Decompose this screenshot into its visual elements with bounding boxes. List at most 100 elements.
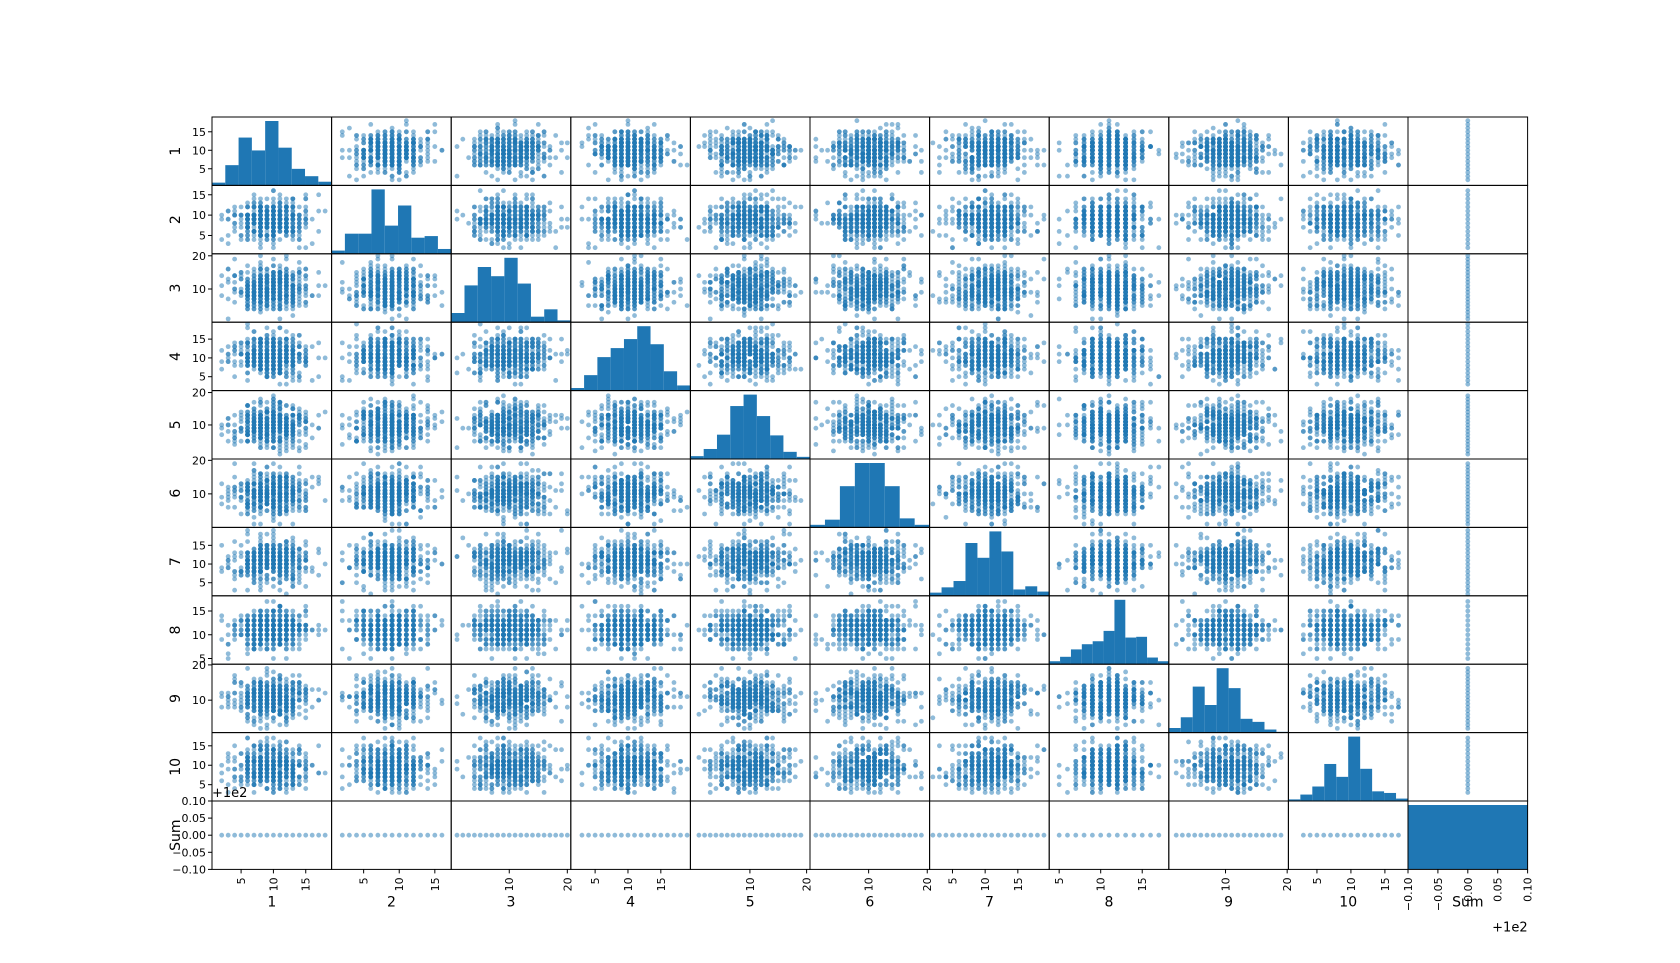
point: [383, 155, 388, 160]
point: [484, 163, 489, 168]
point: [390, 148, 395, 153]
point: [375, 129, 380, 134]
point: [665, 148, 670, 153]
point: [518, 159, 523, 164]
point: [565, 155, 570, 160]
point: [639, 177, 644, 182]
point: [652, 148, 657, 153]
point: [484, 155, 489, 160]
point: [354, 144, 359, 149]
point: [599, 144, 604, 149]
point: [495, 137, 500, 142]
point: [513, 152, 518, 157]
hist-bar-1-8: [318, 182, 331, 186]
point: [513, 122, 518, 127]
point: [530, 133, 535, 138]
point: [632, 174, 637, 179]
point: [472, 137, 477, 142]
point: [612, 163, 617, 168]
point: [368, 144, 373, 149]
point: [340, 133, 345, 138]
cell-1-vs-3: [451, 117, 571, 185]
point: [495, 122, 500, 127]
point: [404, 174, 409, 179]
point: [425, 152, 430, 157]
point: [390, 174, 395, 179]
point: [495, 163, 500, 168]
point: [411, 170, 416, 175]
point: [411, 137, 416, 142]
point: [375, 152, 380, 157]
point: [626, 174, 631, 179]
point: [619, 166, 624, 171]
point: [652, 155, 657, 160]
point: [507, 129, 512, 134]
point: [489, 174, 494, 179]
point: [553, 155, 558, 160]
point: [425, 129, 430, 134]
point: [404, 137, 409, 142]
point: [390, 126, 395, 131]
point: [418, 155, 423, 160]
point: [658, 155, 663, 160]
point: [536, 163, 541, 168]
point: [645, 148, 650, 153]
point: [685, 163, 690, 168]
point: [507, 170, 512, 175]
point: [513, 159, 518, 164]
point: [536, 133, 541, 138]
cell-1-vs-2: [332, 117, 452, 185]
hist-bar-1-6: [292, 169, 305, 186]
point: [678, 163, 683, 168]
point: [593, 122, 598, 127]
point: [354, 177, 359, 182]
point: [658, 163, 663, 168]
point: [530, 170, 535, 175]
point: [368, 159, 373, 164]
point: [530, 140, 535, 145]
point: [626, 144, 631, 149]
point: [404, 148, 409, 153]
hist-bar-1-7: [305, 176, 318, 185]
point: [507, 140, 512, 145]
hist-bar-1-5: [278, 148, 291, 186]
point: [347, 148, 352, 153]
point: [530, 148, 535, 153]
point: [548, 163, 553, 168]
point: [397, 152, 402, 157]
point: [472, 159, 477, 164]
point: [639, 129, 644, 134]
point: [390, 140, 395, 145]
point: [432, 122, 437, 127]
point: [507, 152, 512, 157]
point: [404, 118, 409, 123]
point: [658, 144, 663, 149]
point: [626, 122, 631, 127]
point: [361, 174, 366, 179]
point: [619, 152, 624, 157]
point: [524, 174, 529, 179]
point: [455, 144, 460, 149]
point: [632, 152, 637, 157]
point: [639, 166, 644, 171]
point: [559, 170, 564, 175]
point: [586, 126, 591, 131]
point: [501, 163, 506, 168]
point: [626, 152, 631, 157]
point: [652, 166, 657, 171]
point: [619, 159, 624, 164]
point: [593, 170, 598, 175]
point: [361, 163, 366, 168]
point: [478, 163, 483, 168]
point: [672, 159, 677, 164]
point: [725, 170, 730, 175]
point: [524, 140, 529, 145]
point: [632, 133, 637, 138]
point: [658, 137, 663, 142]
point: [619, 174, 624, 179]
point: [397, 177, 402, 182]
point: [586, 163, 591, 168]
point: [518, 174, 523, 179]
point: [639, 159, 644, 164]
point: [599, 133, 604, 138]
